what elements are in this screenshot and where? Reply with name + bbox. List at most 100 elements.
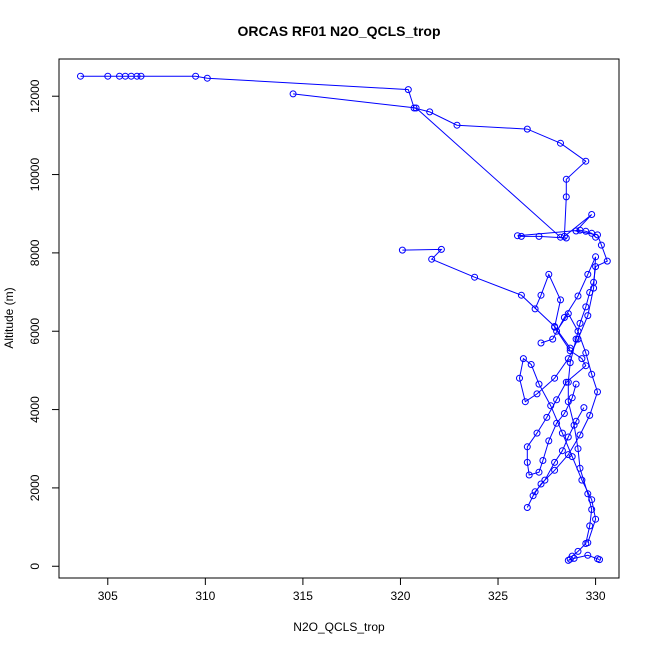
data-point bbox=[517, 291, 525, 299]
data-point bbox=[519, 355, 527, 363]
data-point bbox=[523, 504, 531, 511]
y-axis-label: Altitude (m) bbox=[2, 287, 16, 348]
data-point bbox=[576, 431, 584, 439]
data-point bbox=[578, 476, 586, 484]
data-point bbox=[574, 327, 582, 335]
data-point bbox=[586, 522, 594, 530]
data-point bbox=[564, 433, 572, 441]
x-axis-label: N2O_QCLS_trop bbox=[293, 620, 385, 634]
data-point bbox=[584, 312, 592, 320]
data-point bbox=[545, 270, 553, 278]
data-point bbox=[535, 380, 543, 388]
data-point bbox=[533, 429, 541, 437]
data-point bbox=[570, 554, 578, 562]
data-point bbox=[539, 457, 547, 464]
data-point bbox=[523, 443, 531, 451]
data-point bbox=[547, 402, 555, 410]
data-point bbox=[535, 232, 543, 240]
y-tick-label: 4000 bbox=[28, 396, 42, 423]
x-tick-label: 325 bbox=[488, 589, 508, 603]
data-point bbox=[562, 378, 570, 386]
data-point bbox=[592, 253, 600, 261]
data-point bbox=[603, 257, 611, 265]
data-point bbox=[568, 453, 576, 461]
data-point bbox=[566, 555, 574, 563]
data-point bbox=[558, 429, 566, 437]
data-point bbox=[592, 233, 600, 241]
data-point bbox=[404, 86, 412, 94]
series-layer bbox=[77, 72, 611, 564]
data-point bbox=[137, 72, 145, 80]
data-point bbox=[580, 404, 588, 412]
data-point bbox=[410, 104, 418, 112]
data-point bbox=[586, 411, 594, 419]
y-tick-label: 2000 bbox=[28, 474, 42, 501]
data-point bbox=[588, 211, 596, 218]
data-point bbox=[545, 437, 553, 445]
series-2 bbox=[289, 90, 600, 242]
data-point bbox=[557, 139, 564, 147]
x-tick-label: 315 bbox=[293, 589, 313, 603]
data-point bbox=[104, 72, 112, 80]
data-point bbox=[549, 335, 557, 343]
data-point bbox=[551, 466, 559, 474]
data-point bbox=[588, 496, 596, 504]
data-point bbox=[588, 506, 596, 513]
data-point bbox=[471, 273, 479, 281]
data-point bbox=[592, 515, 600, 523]
series-5 bbox=[516, 253, 600, 547]
data-point bbox=[564, 378, 572, 386]
series-line bbox=[526, 273, 587, 476]
data-point bbox=[529, 492, 537, 500]
plot-frame bbox=[58, 58, 620, 579]
data-point bbox=[517, 232, 525, 240]
data-point bbox=[582, 303, 590, 311]
data-point bbox=[525, 471, 533, 479]
x-axis: 305 310 315 320 325 330 bbox=[98, 578, 606, 603]
data-point bbox=[203, 74, 211, 82]
chart-title: ORCAS RF01 N2O_QCLS_trop bbox=[237, 23, 440, 39]
x-tick-label: 305 bbox=[98, 589, 118, 603]
data-point bbox=[564, 451, 572, 459]
y-tick-label: 8000 bbox=[28, 239, 42, 266]
data-point bbox=[582, 349, 590, 357]
data-point bbox=[412, 104, 420, 112]
data-point bbox=[523, 125, 531, 133]
data-point bbox=[77, 72, 84, 80]
x-tick-label: 330 bbox=[586, 589, 606, 603]
data-point bbox=[537, 339, 545, 347]
data-point bbox=[582, 362, 590, 370]
data-point bbox=[568, 394, 576, 402]
data-point bbox=[453, 121, 461, 129]
data-point bbox=[574, 445, 582, 453]
series-line bbox=[293, 93, 596, 239]
data-point bbox=[289, 90, 297, 98]
data-point bbox=[560, 410, 568, 417]
data-point bbox=[537, 480, 545, 488]
y-tick-label: 0 bbox=[28, 563, 42, 570]
data-point bbox=[562, 175, 570, 183]
data-point bbox=[570, 421, 578, 429]
data-point bbox=[531, 305, 539, 313]
data-point bbox=[192, 72, 200, 80]
y-tick-label: 12000 bbox=[28, 79, 42, 113]
data-point bbox=[560, 314, 568, 321]
data-point bbox=[596, 556, 603, 564]
data-point bbox=[516, 374, 523, 382]
y-axis: 0 2000 4000 6000 8000 10000 12000 bbox=[28, 79, 59, 570]
data-point bbox=[521, 398, 529, 406]
data-point bbox=[398, 246, 406, 254]
data-point bbox=[523, 458, 531, 466]
data-point bbox=[560, 232, 568, 240]
data-point bbox=[574, 547, 582, 555]
series-line bbox=[518, 256, 597, 543]
series-line bbox=[526, 312, 599, 508]
data-point bbox=[584, 270, 592, 278]
data-point bbox=[584, 551, 592, 559]
series-6 bbox=[523, 310, 601, 511]
data-point bbox=[572, 417, 580, 425]
data-point bbox=[557, 296, 564, 304]
data-point bbox=[582, 157, 590, 165]
